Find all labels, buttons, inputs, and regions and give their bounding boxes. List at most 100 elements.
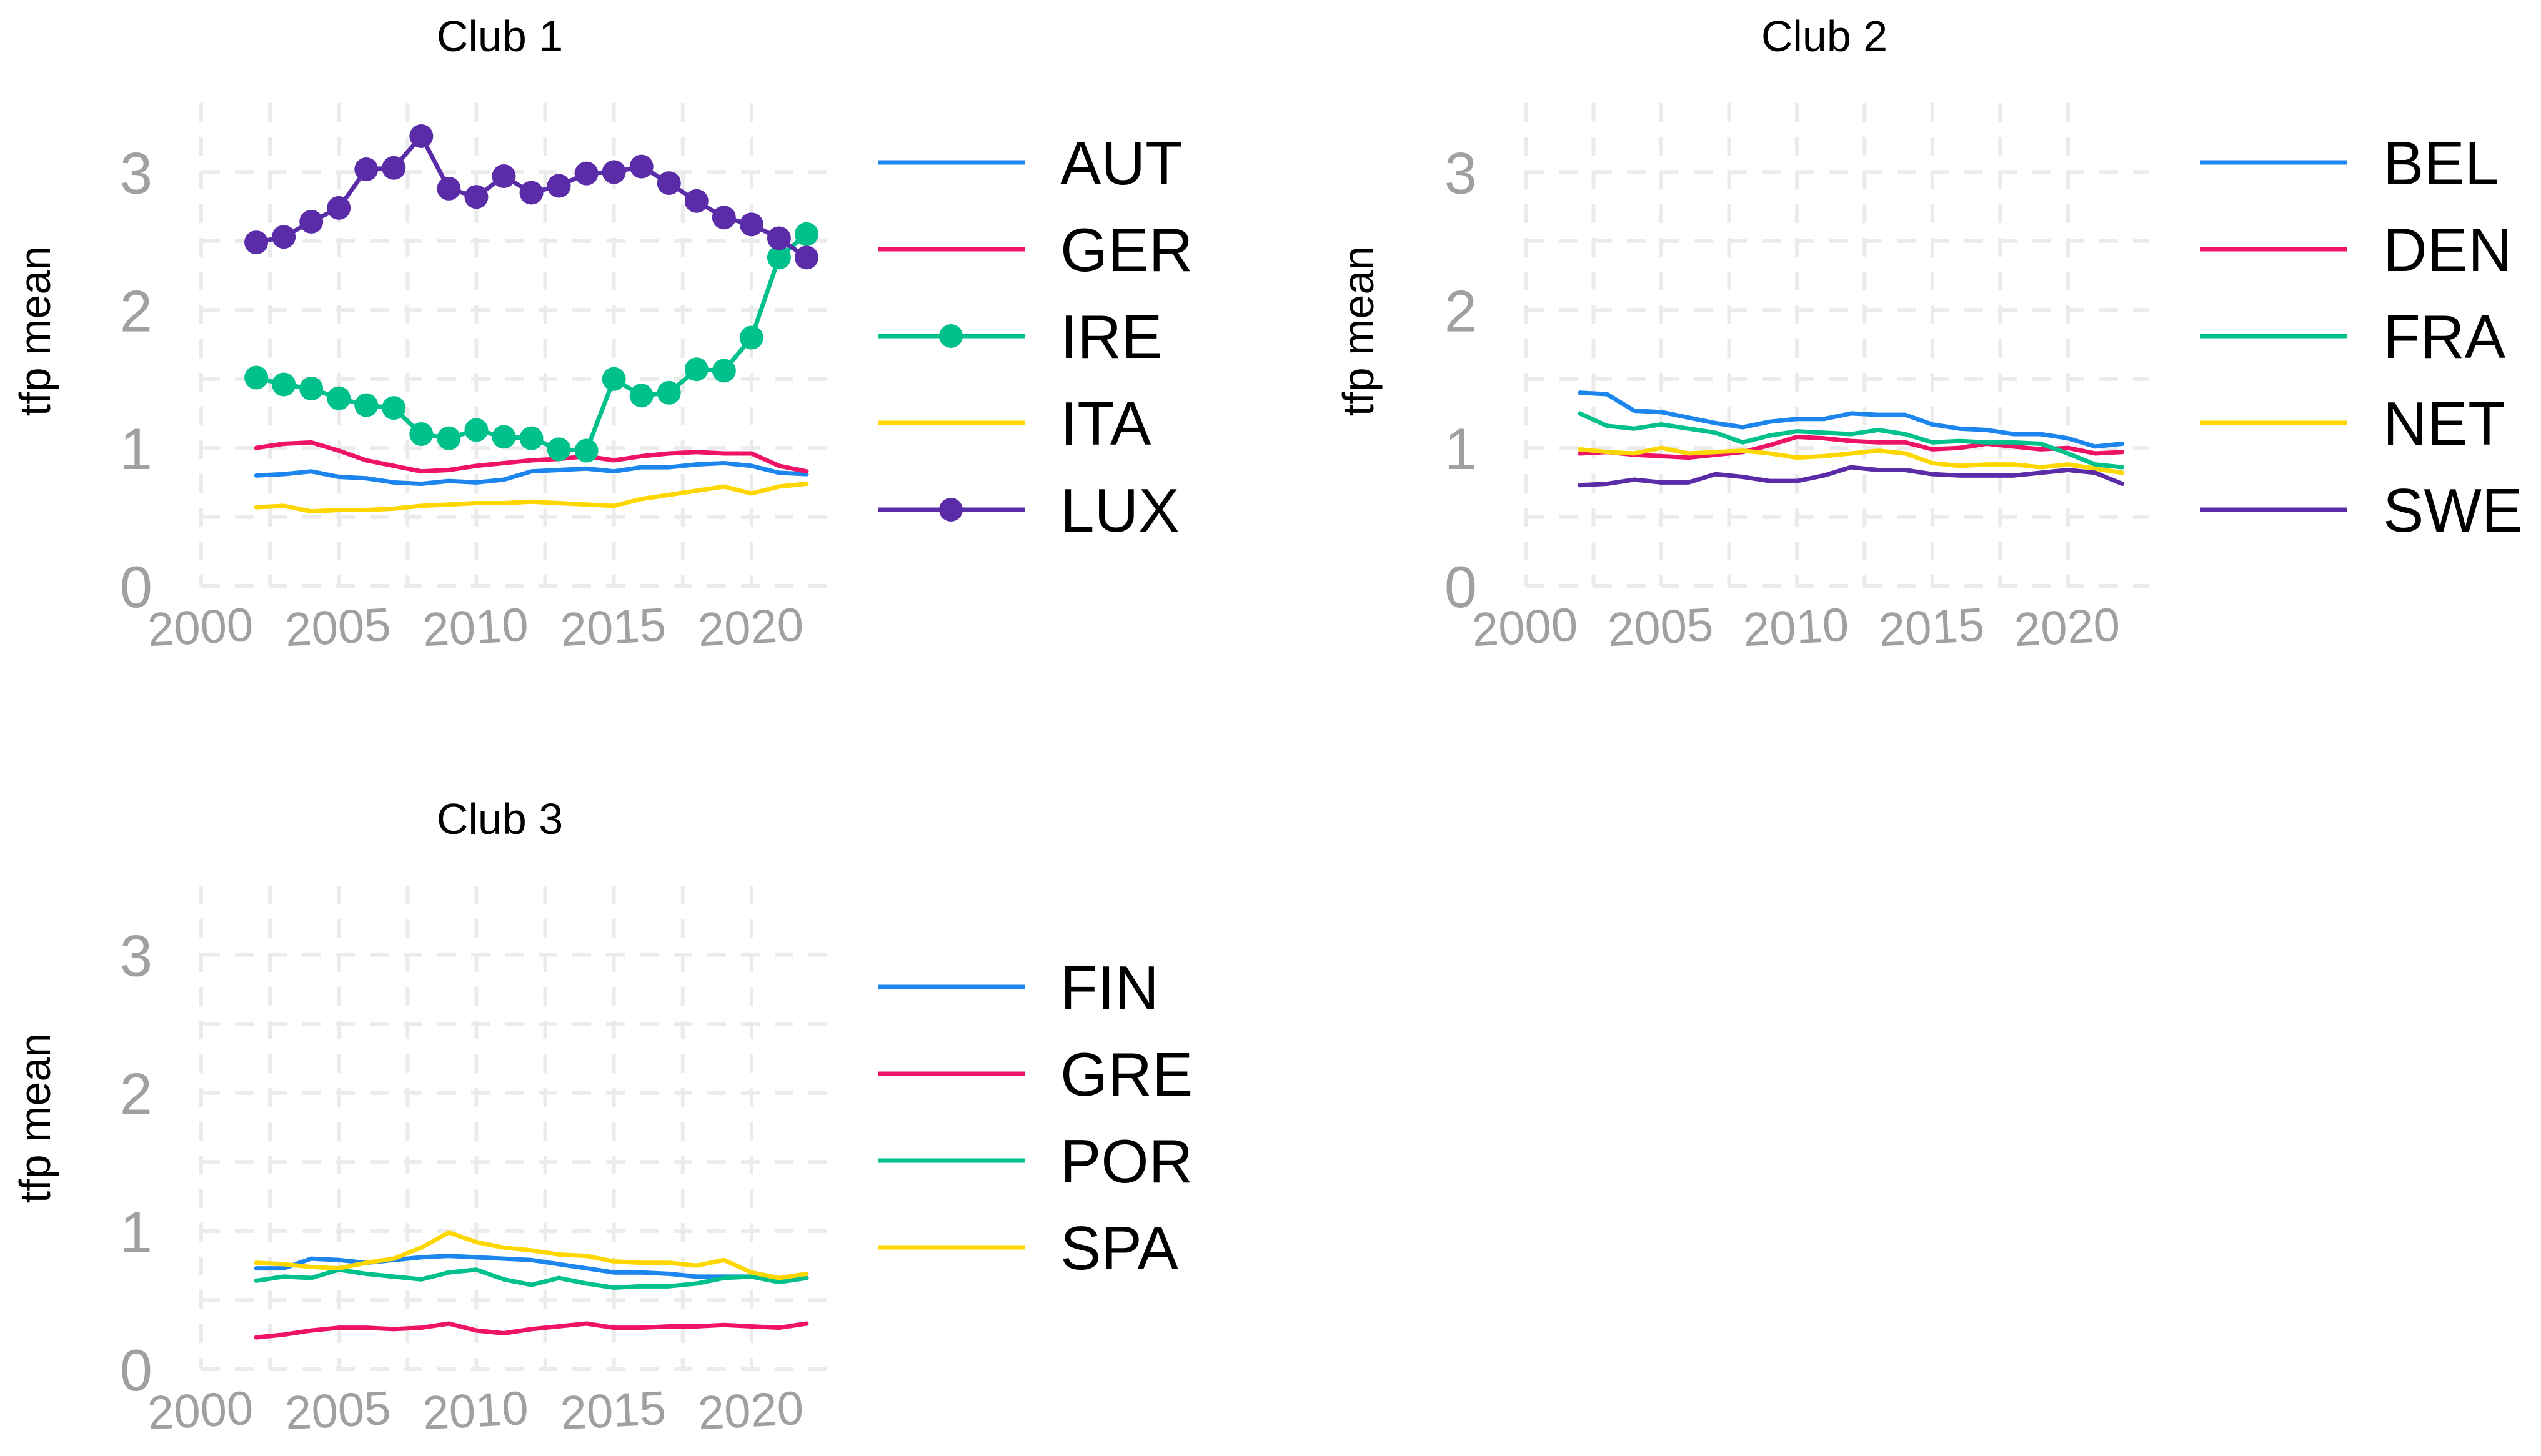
gridlines bbox=[199, 886, 834, 1371]
series-por bbox=[254, 1267, 809, 1290]
data-point bbox=[629, 154, 654, 179]
y-tick-label: 0 bbox=[120, 554, 152, 620]
legend-label: BEL bbox=[2383, 129, 2499, 197]
x-tick-label: 2005 bbox=[1606, 598, 1714, 657]
series-fra bbox=[1578, 411, 2125, 470]
x-tick-label: 2005 bbox=[284, 1382, 392, 1440]
legend-item-bel: BEL bbox=[2200, 129, 2499, 197]
data-point bbox=[327, 196, 351, 220]
chart-title: Club 2 bbox=[1761, 12, 1887, 61]
data-point bbox=[409, 422, 434, 447]
series-lux bbox=[244, 124, 818, 270]
series-line bbox=[1578, 390, 2125, 449]
x-tick-label: 2020 bbox=[697, 1382, 805, 1440]
legend-label: FRA bbox=[2383, 302, 2506, 371]
chart-panel-2: Club 2 tfp mean 0 1 2 3 2000 2005 2010 2015 2020 BE… bbox=[1334, 12, 2522, 656]
series-line bbox=[254, 1321, 809, 1340]
series-aut bbox=[254, 460, 809, 487]
data-point bbox=[657, 380, 681, 405]
data-point bbox=[272, 225, 296, 249]
x-tick-label: 2015 bbox=[559, 1382, 667, 1440]
data-point bbox=[794, 222, 818, 246]
data-point bbox=[794, 245, 818, 270]
data-point bbox=[437, 426, 461, 450]
data-point bbox=[547, 174, 571, 198]
data-point bbox=[602, 367, 626, 391]
legend-item-spa: SPA bbox=[878, 1214, 1178, 1282]
data-point bbox=[657, 171, 681, 196]
y-tick-label: 2 bbox=[120, 278, 152, 344]
chart-panel-1: Club 1 tfp mean 0 1 2 3 2000 2005 2010 2015 2020 AU… bbox=[11, 12, 1193, 656]
x-tick-label: 2005 bbox=[284, 598, 392, 657]
y-tick-label: 3 bbox=[120, 140, 152, 206]
legend-key-marker bbox=[939, 498, 963, 522]
legend-label: ITA bbox=[1060, 389, 1151, 458]
data-point bbox=[327, 386, 351, 410]
legend-item-ger: GER bbox=[878, 215, 1193, 284]
data-point bbox=[767, 226, 791, 250]
legend-label: FIN bbox=[1060, 953, 1159, 1022]
legend-label: IRE bbox=[1060, 302, 1162, 371]
series-line bbox=[254, 440, 809, 474]
legend-item-den: DEN bbox=[2200, 215, 2512, 284]
data-point bbox=[574, 438, 599, 463]
x-tick-label: 2000 bbox=[1471, 598, 1579, 657]
y-tick-label: 2 bbox=[1445, 278, 1477, 344]
series-ger bbox=[254, 440, 809, 474]
series-gre bbox=[254, 1321, 809, 1340]
x-tick-label: 2015 bbox=[1877, 598, 1986, 657]
series-ire bbox=[244, 222, 818, 463]
series-line bbox=[254, 1267, 809, 1290]
data-point bbox=[354, 157, 379, 182]
legend-item-aut: AUT bbox=[878, 129, 1183, 197]
legend-label: DEN bbox=[2383, 215, 2512, 284]
legend-key-marker bbox=[939, 324, 963, 348]
series-line bbox=[1578, 445, 2125, 475]
data-point bbox=[684, 189, 709, 213]
x-tick-label: 2000 bbox=[146, 1382, 254, 1440]
legend-label: SWE bbox=[2383, 476, 2522, 545]
series-line bbox=[1578, 465, 2125, 488]
data-point bbox=[712, 206, 736, 230]
series-line bbox=[1578, 434, 2125, 460]
legend-item-gre: GRE bbox=[878, 1040, 1193, 1109]
series-ita bbox=[254, 482, 809, 514]
x-tick-label: 2010 bbox=[421, 1382, 529, 1440]
legend-item-lux: LUX bbox=[878, 476, 1180, 545]
legend-item-fin: FIN bbox=[878, 953, 1159, 1022]
y-tick-label: 3 bbox=[120, 923, 152, 989]
legend-label: POR bbox=[1060, 1127, 1193, 1196]
series-spa bbox=[254, 1230, 809, 1280]
series-swe bbox=[1578, 465, 2125, 488]
series-den bbox=[1578, 434, 2125, 460]
x-tick-label: 2010 bbox=[421, 598, 529, 657]
series-net bbox=[1578, 445, 2125, 475]
series-line bbox=[254, 1230, 809, 1280]
legend-label: GRE bbox=[1060, 1040, 1193, 1109]
data-point bbox=[574, 161, 599, 186]
data-point bbox=[244, 365, 269, 390]
legend: AUT GER IRE ITA LUX bbox=[878, 129, 1193, 545]
legend: BEL DEN FRA NET SWE bbox=[2200, 129, 2522, 545]
data-point bbox=[739, 325, 763, 350]
data-point bbox=[629, 384, 654, 408]
series-line bbox=[254, 460, 809, 487]
legend-item-ire: IRE bbox=[878, 302, 1162, 371]
series-line bbox=[254, 1254, 809, 1280]
legend-item-ita: ITA bbox=[878, 389, 1151, 458]
data-point bbox=[272, 372, 296, 397]
data-point bbox=[464, 185, 489, 209]
data-point bbox=[354, 393, 379, 417]
y-tick-label: 3 bbox=[1445, 140, 1477, 206]
x-tick-label: 2020 bbox=[2013, 598, 2121, 657]
data-point bbox=[299, 377, 324, 401]
data-point bbox=[547, 437, 571, 462]
series-bel bbox=[1578, 390, 2125, 449]
chart-title: Club 1 bbox=[437, 12, 563, 61]
data-point bbox=[519, 426, 544, 450]
chart-title: Club 3 bbox=[437, 795, 563, 843]
legend-label: AUT bbox=[1060, 129, 1183, 197]
